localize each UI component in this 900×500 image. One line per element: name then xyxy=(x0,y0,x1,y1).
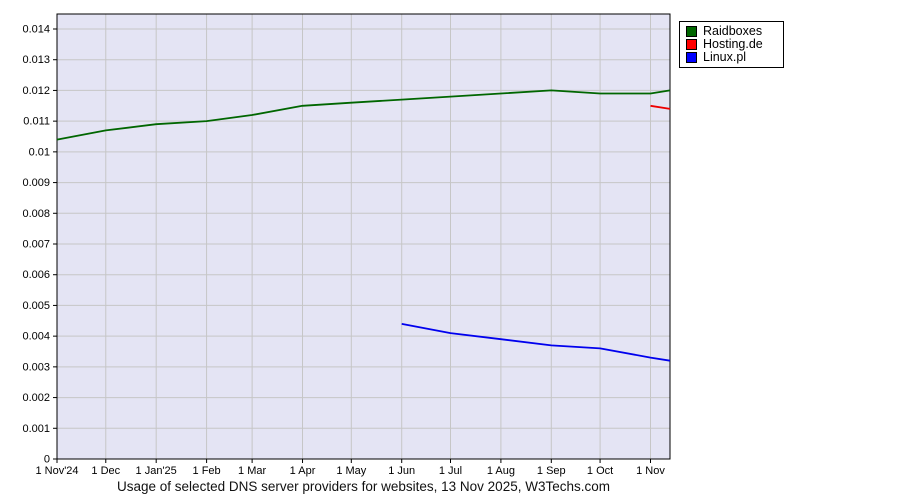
y-tick-label: 0.007 xyxy=(22,239,50,251)
x-tick-label: 1 Aug xyxy=(487,465,515,477)
series-line-hosting-de xyxy=(650,104,671,110)
x-tick-label: 1 Nov xyxy=(636,465,665,477)
y-tick-label: 0.008 xyxy=(22,208,50,220)
y-tick-label: 0.002 xyxy=(22,392,50,404)
legend-swatch-raidboxes xyxy=(686,26,697,37)
y-tick-label: 0 xyxy=(44,454,50,466)
y-tick-label: 0.011 xyxy=(23,116,50,128)
legend-swatch-linux-pl xyxy=(686,52,697,63)
legend: Raidboxes Hosting.de Linux.pl xyxy=(679,21,784,68)
x-tick-label: 1 Jan'25 xyxy=(136,465,177,477)
legend-label-hosting-de: Hosting.de xyxy=(703,37,763,51)
series-line-linux-pl xyxy=(401,323,671,362)
y-tick-label: 0.005 xyxy=(22,300,50,312)
chart-title: Usage of selected DNS server providers f… xyxy=(117,479,610,494)
x-tick-label: 1 Oct xyxy=(587,465,613,477)
x-tick-label: 1 Sep xyxy=(537,465,566,477)
series-line-raidboxes xyxy=(56,89,671,141)
legend-label-raidboxes: Raidboxes xyxy=(703,24,763,38)
legend-item-raidboxes: Raidboxes xyxy=(686,25,781,38)
x-tick-label: 1 Jun xyxy=(388,465,415,477)
y-tick-label: 0.009 xyxy=(22,177,50,189)
x-tick-label: 1 May xyxy=(336,465,366,477)
y-tick-label: 0.012 xyxy=(22,85,50,97)
x-tick-label: 1 Mar xyxy=(238,465,266,477)
y-tick-label: 0.003 xyxy=(22,361,50,373)
y-tick-label: 0.006 xyxy=(22,269,50,281)
legend-item-hosting-de: Hosting.de xyxy=(686,38,781,51)
y-tick-label: 0.013 xyxy=(22,54,50,66)
y-tick-label: 0.014 xyxy=(22,24,50,36)
plot-area xyxy=(57,14,670,459)
plot-border xyxy=(56,13,671,460)
y-tick-label: 0.001 xyxy=(22,423,50,435)
y-tick-label: 0.004 xyxy=(22,331,50,343)
x-tick-label: 1 Apr xyxy=(290,465,316,477)
legend-item-linux-pl: Linux.pl xyxy=(686,51,781,64)
y-tick-label: 0.01 xyxy=(29,146,50,158)
x-tick-label: 1 Nov'24 xyxy=(35,465,78,477)
x-tick-label: 1 Feb xyxy=(193,465,221,477)
legend-swatch-hosting-de xyxy=(686,39,697,50)
legend-label-linux-pl: Linux.pl xyxy=(703,50,747,64)
x-tick-label: 1 Jul xyxy=(439,465,462,477)
x-tick-label: 1 Dec xyxy=(91,465,120,477)
